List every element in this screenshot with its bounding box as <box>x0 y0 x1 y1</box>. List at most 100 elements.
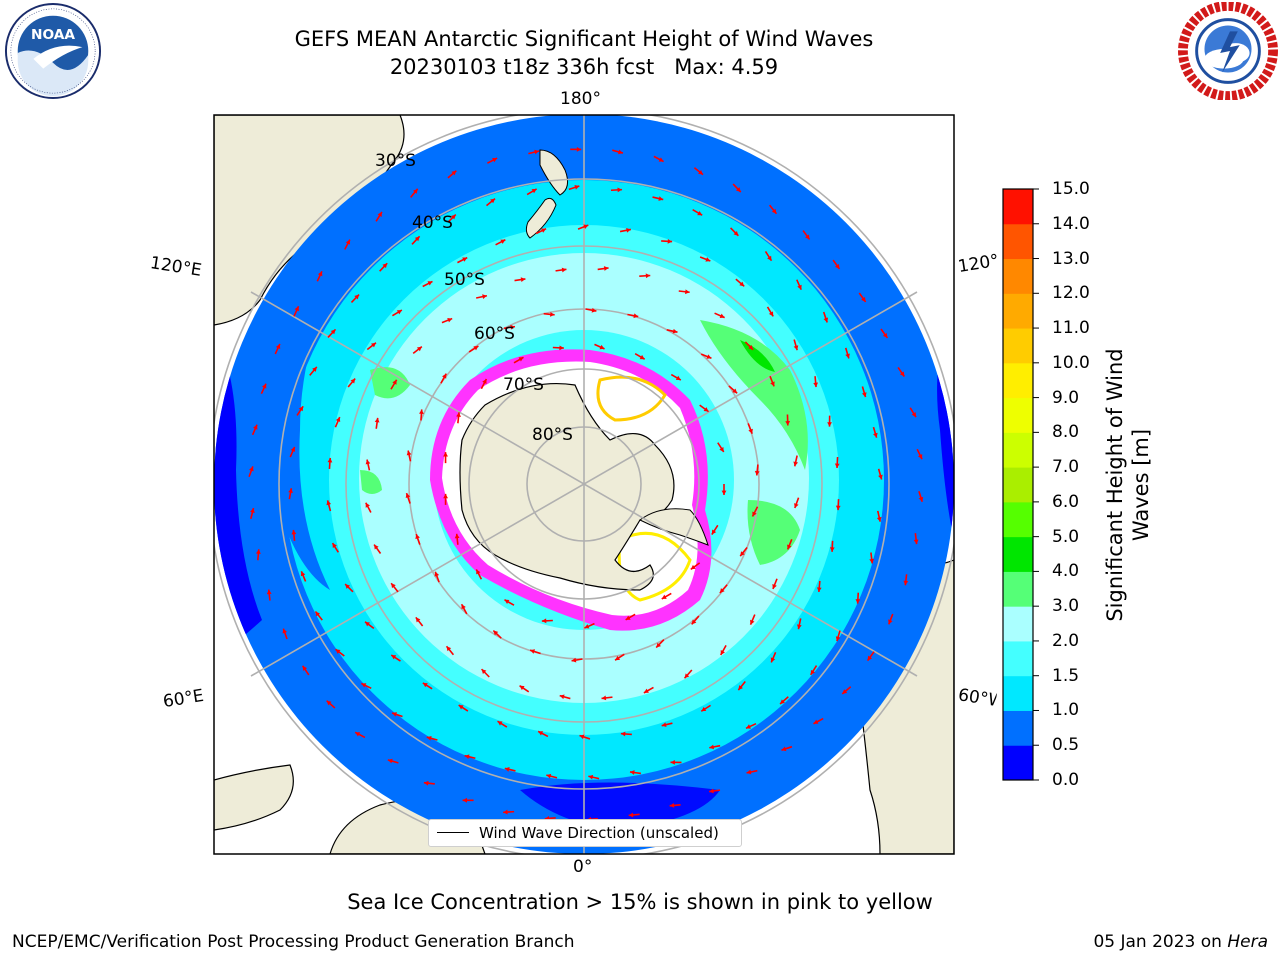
wind-wave-arrow <box>296 405 304 416</box>
wind-wave-arrow <box>274 343 281 355</box>
wind-wave-arrow <box>464 754 476 760</box>
wind-wave-arrow <box>786 538 793 550</box>
lon-label-180: 180° <box>560 89 601 109</box>
wind-wave-arrow <box>480 378 488 390</box>
wind-wave-arrow <box>832 259 841 270</box>
colorbar-tick-marks <box>1033 188 1039 781</box>
wind-wave-arrow <box>739 547 748 557</box>
wind-wave-arrow <box>764 251 773 262</box>
wind-wave-arrow <box>457 256 468 264</box>
wind-wave-arrow <box>344 583 354 593</box>
wind-wave-arrow <box>375 211 383 222</box>
wind-wave-arrow <box>301 665 310 676</box>
wind-wave-arrow <box>652 196 664 201</box>
wind-wave-arrow <box>266 589 272 601</box>
wind-wave-arrow <box>749 614 756 626</box>
colorbar-tick-label: 4.0 <box>1052 561 1080 582</box>
wind-wave-arrow <box>426 736 438 741</box>
wind-wave-arrow <box>390 654 401 662</box>
wind-wave-arrow <box>504 599 515 606</box>
colorbar-tick-label: 1.0 <box>1052 700 1080 721</box>
wind-wave-arrow <box>747 423 753 434</box>
wind-wave-arrow <box>770 651 777 663</box>
wind-wave-arrow <box>699 404 710 413</box>
wind-wave-arrow <box>391 309 403 317</box>
wind-wave-arrow <box>720 645 727 656</box>
lat-label-40s: 40°S <box>412 213 453 233</box>
wind-wave-arrow <box>441 317 453 324</box>
colorbar-tick-label: 9.0 <box>1052 387 1080 408</box>
wind-wave-arrow <box>248 466 254 478</box>
wind-wave-arrow <box>628 812 640 818</box>
wind-wave-arrow <box>918 491 924 502</box>
wind-wave-arrow <box>620 731 632 737</box>
wind-wave-arrow <box>568 185 580 191</box>
wind-wave-arrow <box>634 352 646 360</box>
antarctic-peninsula <box>639 508 709 546</box>
wind-wave-arrow <box>700 353 712 359</box>
wind-wave-arrow <box>629 770 641 775</box>
colorbar-frame <box>1002 188 1034 781</box>
wind-wave-arrow <box>405 492 411 504</box>
noaa-logo-text: NOAA <box>31 27 75 43</box>
wind-wave-arrow <box>492 629 502 639</box>
wind-wave-arrow <box>365 502 372 513</box>
colorbar <box>1003 189 1033 781</box>
wind-wave-arrow <box>909 407 917 418</box>
wind-wave-arrow <box>876 510 882 522</box>
wind-wave-arrow <box>751 506 759 517</box>
wind-wave-arrow <box>916 448 923 460</box>
wind-wave-arrow <box>529 649 541 655</box>
lat-label-30s: 30°S <box>375 151 416 171</box>
wind-wave-arrow <box>619 227 632 233</box>
wind-wave-arrow <box>335 648 345 657</box>
wind-wave-arrow <box>781 745 793 752</box>
wind-wave-arrow <box>794 497 800 509</box>
wind-wave-arrow <box>406 450 412 462</box>
wind-wave-arrow <box>779 696 789 705</box>
colorbar-segment <box>1003 432 1033 468</box>
wind-wave-arrow <box>597 266 609 271</box>
wind-wave-arrow <box>289 446 296 458</box>
wind-wave-arrow <box>379 262 388 272</box>
wind-wave-arrow <box>796 618 802 630</box>
wind-wave-arrow <box>669 803 681 808</box>
wind-wave-arrow <box>390 379 398 390</box>
wind-wave-arrow <box>670 373 682 381</box>
colorbar-tick-label: 12.0 <box>1052 283 1090 304</box>
wind-wave-arrow <box>601 695 613 701</box>
wind-wave-arrow <box>347 378 356 388</box>
wind-wave-arrow <box>391 712 403 718</box>
footer-date-text: 05 Jan 2023 on <box>1093 932 1228 952</box>
wind-wave-arrow <box>422 280 433 288</box>
wind-wave-arrow <box>300 571 307 582</box>
wind-wave-arrow <box>486 198 496 207</box>
wind-wave-arrow <box>260 383 267 395</box>
colorbar-segment <box>1003 571 1033 607</box>
wind-wave-arrow <box>535 227 547 235</box>
colorbar-segment <box>1003 501 1033 538</box>
wind-wave-arrow <box>643 686 654 694</box>
colorbar-segment <box>1003 258 1033 294</box>
noaa-logo: NOAA <box>4 2 102 100</box>
wind-wave-arrow <box>796 279 802 291</box>
wind-wave-arrow <box>827 415 832 427</box>
wind-wave-arrow <box>579 734 591 740</box>
wind-wave-arrow <box>570 146 582 152</box>
wind-wave-arrow <box>354 731 366 739</box>
footer-host: Hera <box>1227 932 1268 952</box>
chart-subtitle: 20230103 t18z 336h fcst Max: 4.59 <box>389 55 779 79</box>
wind-wave-arrow <box>495 239 506 246</box>
wind-wave-arrow <box>772 578 778 590</box>
colorbar-segment <box>1003 640 1033 677</box>
colorbar-tick-label: 0.0 <box>1052 770 1080 790</box>
wind-wave-arrow <box>829 540 835 552</box>
wind-wave-arrow <box>528 149 540 155</box>
wind-wave-arrow <box>625 613 636 621</box>
lat-label-50s: 50°S <box>444 270 485 290</box>
wind-wave-arrow <box>844 347 850 359</box>
footer-date: 05 Jan 2023 on Hera <box>1093 932 1268 952</box>
wind-wave-arrow <box>766 306 774 317</box>
wind-wave-arrow <box>699 256 711 262</box>
wind-wave-arrow <box>288 488 293 500</box>
